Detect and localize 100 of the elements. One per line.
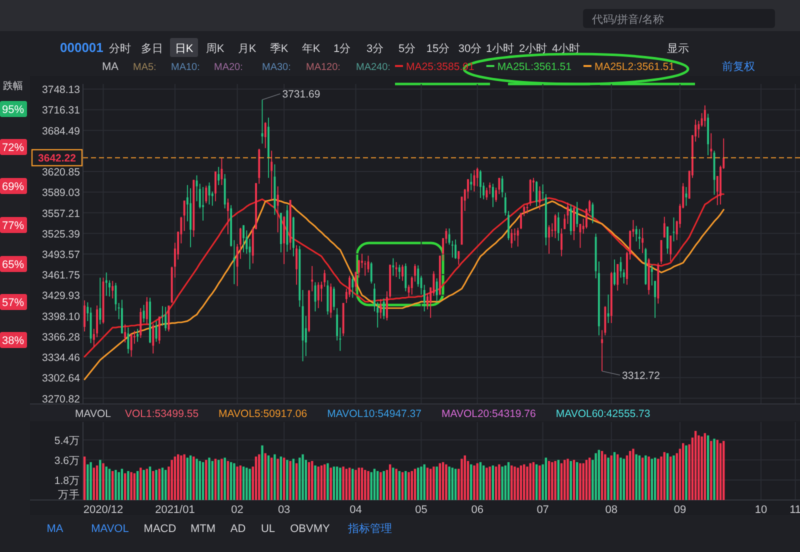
bar	[554, 461, 556, 500]
bar	[170, 460, 173, 500]
text: 多日	[141, 43, 163, 55]
bar	[308, 462, 310, 500]
bar	[161, 468, 164, 500]
candlestick	[538, 186, 541, 210]
text: 周K	[206, 43, 225, 55]
bar	[282, 458, 286, 500]
bar	[174, 456, 176, 500]
bar	[607, 458, 610, 500]
bar	[289, 461, 292, 500]
bar	[127, 471, 130, 500]
bar	[529, 463, 532, 500]
candlestick	[704, 104, 706, 128]
candlestick	[592, 202, 594, 224]
bar	[404, 471, 407, 500]
bar	[464, 455, 466, 500]
y-tick-label: 3716.31	[42, 104, 80, 117]
bar	[395, 468, 398, 500]
bar	[579, 463, 582, 500]
bar	[473, 465, 476, 500]
x-tick-label: 02	[231, 504, 244, 516]
bar	[526, 466, 528, 500]
bar	[600, 450, 604, 500]
bar	[211, 461, 214, 500]
bar	[719, 443, 722, 500]
y-tick-label: 3589.03	[42, 187, 80, 200]
candlestick	[276, 186, 279, 233]
bar	[516, 468, 519, 500]
bar	[510, 465, 513, 500]
bar	[317, 466, 320, 500]
bar	[448, 466, 450, 500]
bar	[274, 454, 276, 500]
y-tick-label: 3684.49	[42, 125, 80, 138]
y-tick-label: 5.4万	[54, 434, 80, 447]
candlestick	[146, 296, 148, 325]
annotation: 3731.69	[282, 88, 320, 101]
bar	[133, 473, 136, 500]
bar	[494, 466, 498, 500]
candlestick	[127, 327, 130, 354]
candlestick	[510, 228, 513, 248]
text: MA	[46, 523, 64, 535]
candlestick	[642, 227, 644, 254]
candlestick	[666, 226, 668, 254]
bar	[140, 468, 142, 500]
bar	[398, 471, 401, 500]
candlestick	[158, 316, 160, 344]
bar	[373, 468, 376, 500]
bar	[685, 445, 688, 500]
bar	[224, 458, 226, 500]
bar	[694, 430, 697, 500]
candlestick	[242, 224, 245, 253]
candlestick	[492, 183, 494, 208]
bar	[258, 454, 260, 500]
bar	[192, 456, 195, 500]
bar	[698, 435, 700, 500]
text: UL	[260, 523, 276, 535]
bar	[205, 460, 208, 500]
candlestick	[183, 200, 186, 232]
bar	[264, 453, 266, 500]
bar	[670, 456, 672, 500]
bar	[152, 471, 154, 500]
bar	[198, 461, 201, 500]
bar	[261, 445, 264, 500]
candlestick	[352, 275, 354, 298]
bar	[548, 461, 550, 500]
bar	[324, 464, 326, 500]
text: 5分	[398, 43, 416, 55]
text: MTM	[190, 523, 216, 535]
y-tick-label: 3334.46	[42, 352, 80, 364]
x-tick-label: 04	[350, 504, 362, 516]
candlestick	[638, 228, 640, 250]
y-tick-label: 3620.85	[42, 166, 80, 179]
bar	[570, 461, 572, 500]
bar	[202, 462, 204, 500]
annotation: 3312.72	[622, 370, 660, 382]
bar	[236, 466, 238, 500]
ref-line-label: 3642.22	[38, 152, 76, 165]
bar	[382, 471, 385, 500]
bar	[538, 465, 541, 500]
legend-label: MA25L2:3561.51	[594, 61, 675, 73]
y-tick-label: 3493.57	[42, 248, 80, 261]
bar	[423, 464, 426, 500]
bar	[314, 465, 316, 500]
candlestick	[317, 282, 320, 309]
bar	[164, 470, 167, 500]
bar	[208, 458, 210, 500]
text: OBVMY	[290, 523, 331, 535]
candlestick	[614, 259, 616, 286]
text: 65%	[2, 259, 24, 271]
text: MA20:	[214, 62, 243, 73]
bar	[392, 468, 394, 500]
text: 指标管理	[347, 523, 392, 535]
bar	[148, 466, 152, 500]
bar	[214, 458, 217, 500]
bar	[414, 468, 416, 500]
bar	[401, 472, 404, 500]
candlestick	[398, 264, 400, 280]
text: MAVOL60:42555.73	[556, 408, 650, 420]
text: 72%	[2, 142, 24, 154]
